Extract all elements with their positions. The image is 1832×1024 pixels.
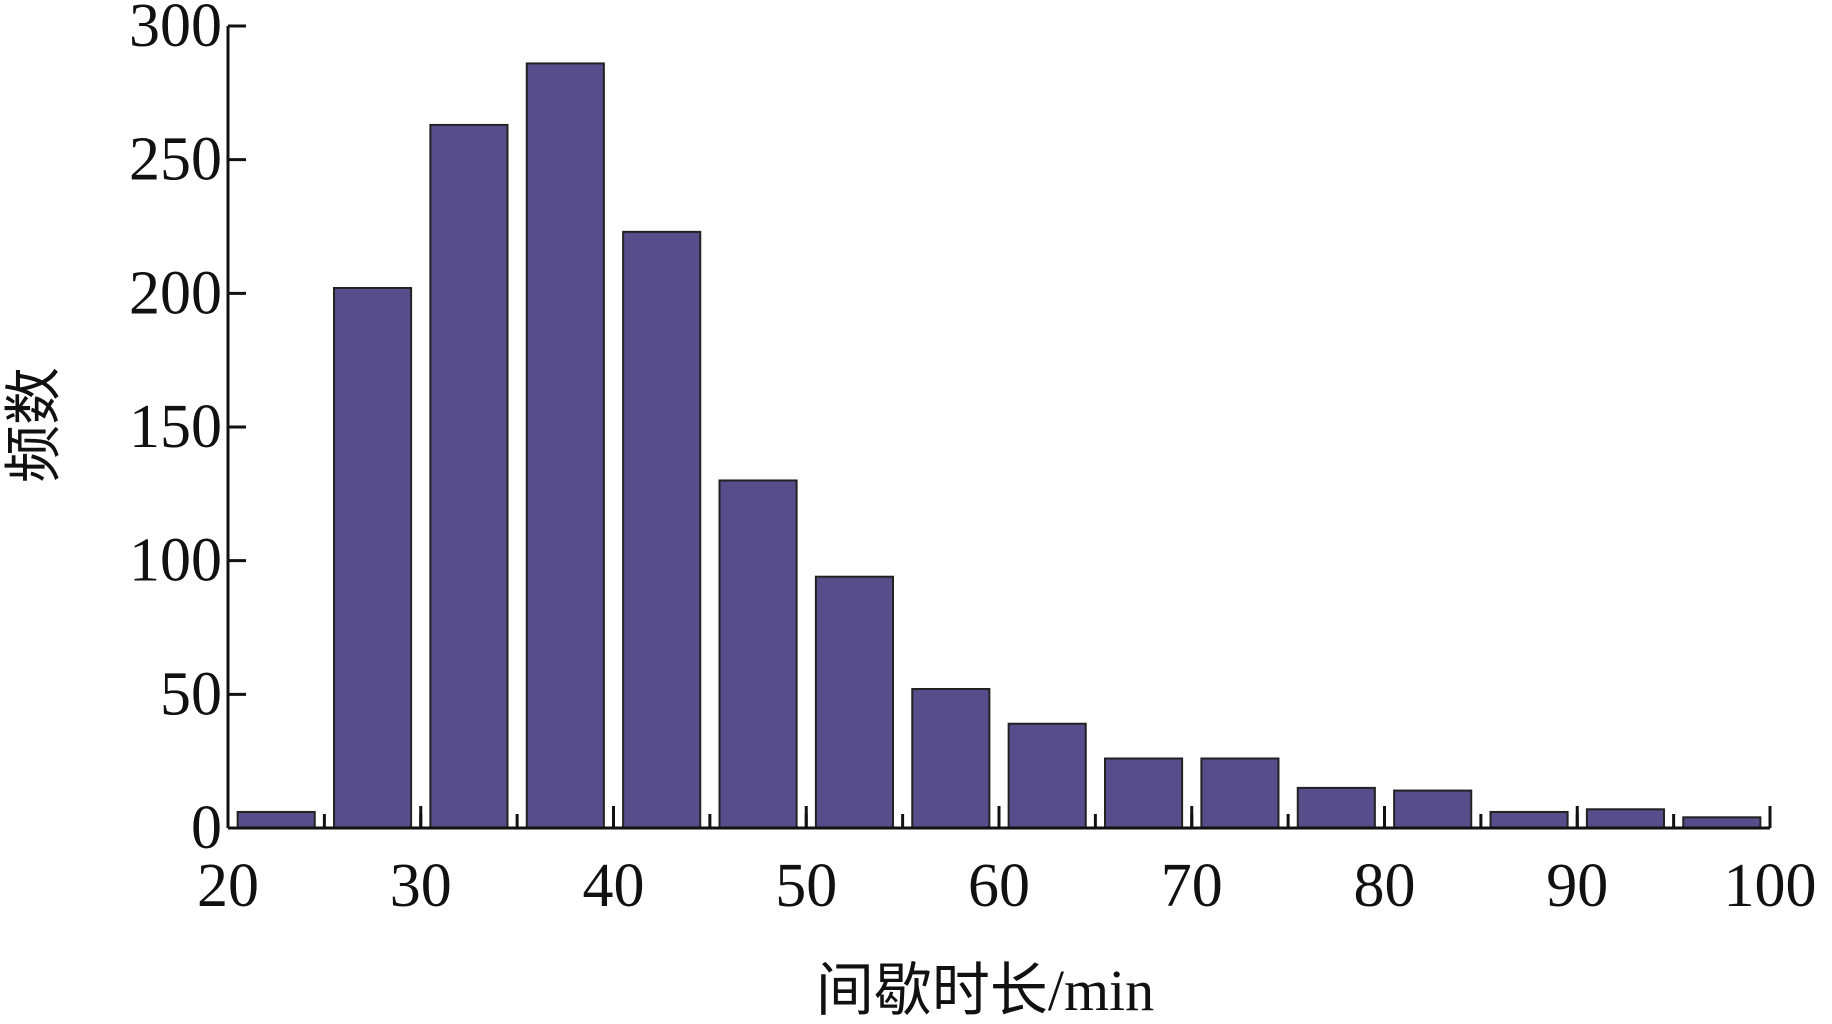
x-tick-label: 50 (775, 852, 837, 920)
y-axis-label: 频数 (1, 367, 66, 483)
y-tick-label: 0 (191, 794, 222, 862)
x-tick-label: 30 (390, 852, 452, 920)
x-tick-label: 70 (1161, 852, 1223, 920)
x-tick-label: 20 (197, 852, 259, 920)
bar (429, 123, 509, 829)
x-axis-label: 间歇时长/min (816, 958, 1154, 1023)
x-tick-label: 100 (1724, 852, 1817, 920)
bar (1200, 757, 1280, 830)
x-tick-label: 40 (583, 852, 645, 920)
bar (1489, 810, 1569, 830)
y-tick-label: 200 (129, 259, 222, 327)
y-tick-label: 300 (129, 0, 222, 60)
y-tick-label: 150 (129, 393, 222, 461)
y-tick-label: 100 (129, 527, 222, 595)
bar (236, 810, 316, 830)
bar (814, 575, 894, 829)
y-tick-label: 250 (129, 126, 222, 194)
x-tick-label: 80 (1354, 852, 1416, 920)
bar (525, 62, 605, 829)
bar (1393, 789, 1473, 829)
bar (1682, 816, 1762, 829)
bar (1007, 722, 1087, 829)
x-tick-label: 90 (1546, 852, 1608, 920)
bar (911, 687, 991, 830)
bar (1585, 808, 1665, 830)
x-tick-label: 60 (968, 852, 1030, 920)
bar (1104, 757, 1184, 830)
bar (622, 230, 702, 829)
bar (333, 286, 413, 829)
bar (1296, 786, 1376, 830)
bar (718, 479, 798, 829)
y-tick-label: 50 (160, 660, 222, 728)
